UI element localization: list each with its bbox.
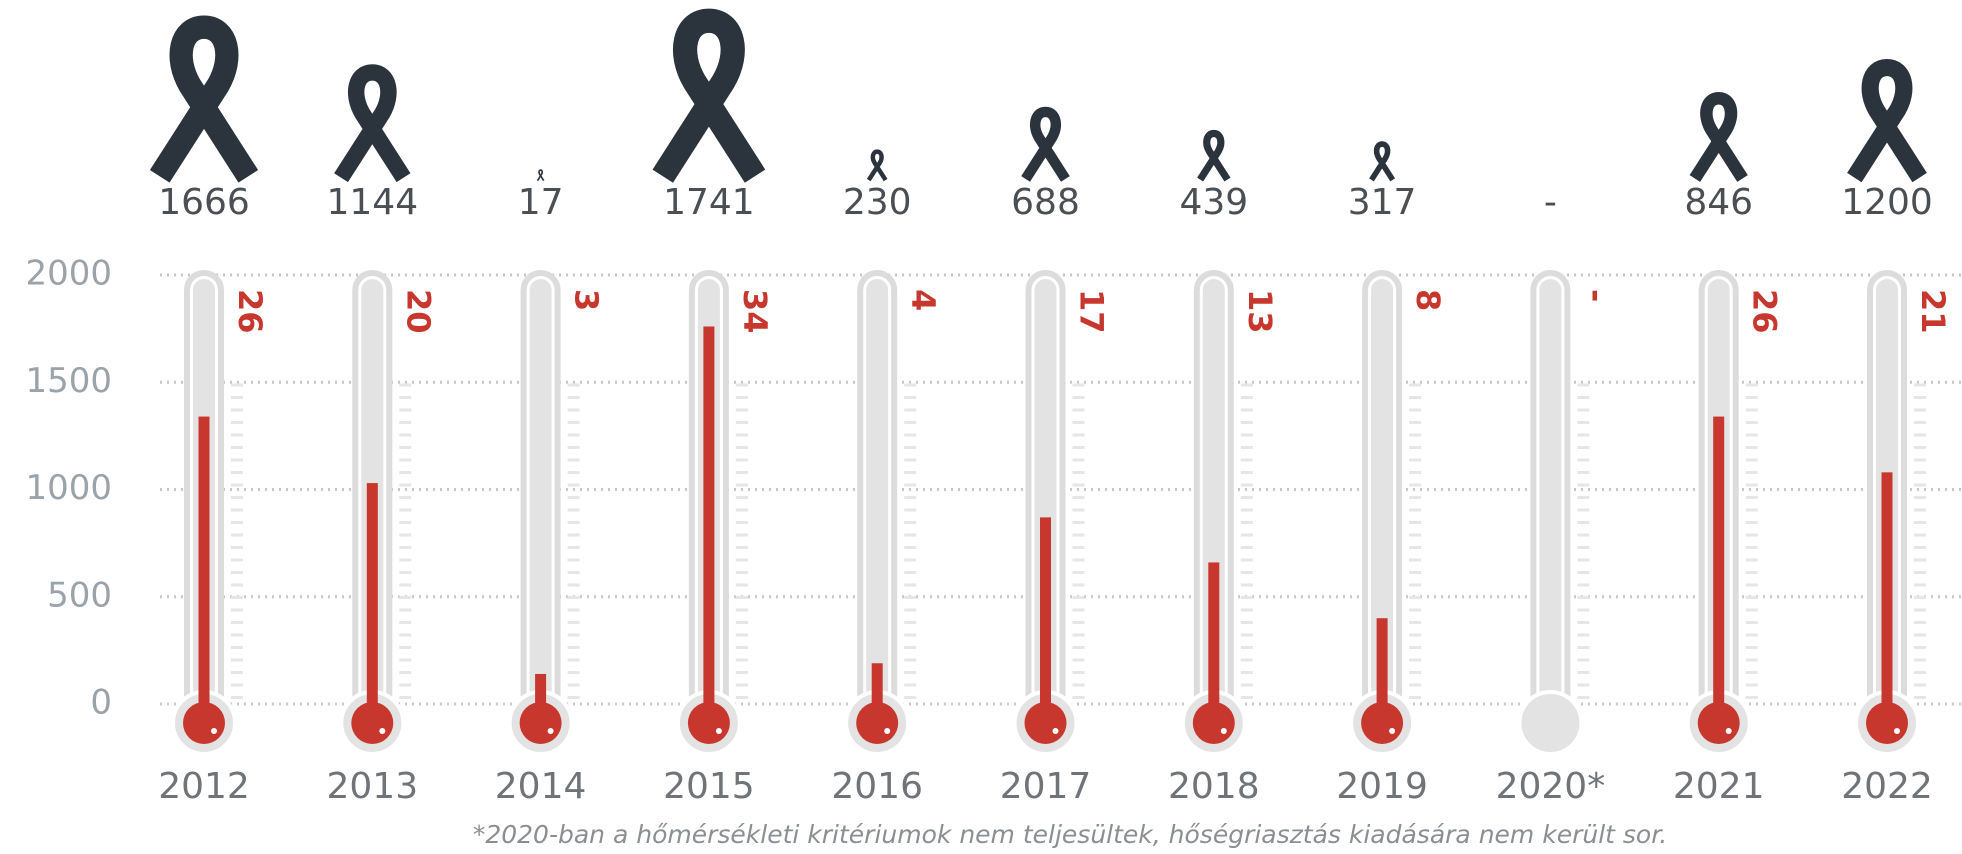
y-tick-label: 1000 — [25, 468, 112, 508]
bar — [198, 416, 210, 714]
bar — [1713, 416, 1725, 714]
days-label: 20 — [399, 289, 437, 334]
tube — [866, 279, 889, 708]
bulb-shine — [1725, 728, 1732, 734]
bulb — [183, 702, 225, 744]
days-label: 21 — [1914, 289, 1952, 334]
bar — [1040, 517, 1051, 714]
bar — [1208, 562, 1220, 714]
ribbon-group — [1021, 106, 1070, 182]
ribbon-group — [1847, 59, 1927, 183]
tube — [529, 279, 552, 708]
ribbon-group — [1369, 141, 1396, 182]
x-tick-label: 2013 — [326, 766, 418, 807]
deaths-label: - — [1544, 182, 1557, 223]
ribbon — [334, 64, 411, 183]
y-tick-label: 2000 — [25, 254, 112, 294]
deaths-label: 317 — [1348, 182, 1417, 223]
ribbon-group — [149, 15, 259, 183]
x-tick-label: 2015 — [663, 766, 755, 807]
ribbon — [536, 169, 545, 182]
days-label: 3 — [568, 289, 606, 311]
bar — [366, 483, 378, 714]
ribbon — [1021, 106, 1070, 182]
x-tick-label: 2021 — [1673, 766, 1765, 807]
deaths-label: 17 — [518, 182, 564, 223]
ribbon — [1689, 91, 1748, 182]
bulb — [1024, 702, 1067, 744]
bulb-shine — [1220, 728, 1227, 734]
ribbon-group — [1197, 129, 1231, 182]
bulb — [1361, 702, 1404, 744]
ribbon — [1369, 141, 1396, 182]
bulb — [351, 702, 394, 744]
bar — [535, 673, 547, 714]
bulb-shine — [1894, 728, 1900, 734]
ribbon — [652, 8, 766, 183]
bulb — [1697, 702, 1740, 744]
ribbon — [1847, 59, 1927, 183]
bulb — [1866, 702, 1908, 744]
tube — [1371, 279, 1394, 708]
deaths-label: 1200 — [1841, 182, 1933, 223]
bulb-shine — [1389, 728, 1396, 734]
days-label: 26 — [1746, 289, 1784, 334]
y-tick-label: 500 — [47, 575, 112, 615]
ribbon — [866, 149, 888, 182]
ribbon-group — [1689, 91, 1748, 182]
bulb-shine — [547, 728, 554, 734]
ribbon-group — [866, 149, 888, 182]
y-tick-label: 0 — [90, 683, 112, 723]
x-tick-label: 2018 — [1168, 766, 1260, 807]
days-label: 8 — [1409, 289, 1447, 311]
bulb-shine — [379, 728, 386, 734]
bulb — [687, 702, 730, 744]
ribbon-group — [652, 8, 766, 183]
bulb-shine — [715, 728, 722, 734]
deaths-label: 1741 — [663, 182, 755, 223]
days-label: 34 — [736, 289, 774, 334]
deaths-label: 1144 — [326, 182, 418, 223]
bar — [703, 326, 715, 714]
ribbon-group — [334, 64, 411, 183]
days-label: 13 — [1241, 289, 1279, 334]
x-tick-label: 2016 — [831, 766, 923, 807]
ribbon — [149, 15, 259, 183]
x-tick-label: 2017 — [1000, 766, 1092, 807]
days-label: - — [1577, 289, 1615, 302]
bar — [1376, 618, 1388, 714]
bulb-shine — [1052, 728, 1059, 734]
x-tick-label: 2012 — [158, 766, 250, 807]
x-tick-label: 2019 — [1336, 766, 1428, 807]
ribbon-group — [536, 169, 545, 182]
days-label: 17 — [1073, 289, 1111, 334]
ribbon — [1197, 129, 1231, 182]
bar — [1881, 472, 1893, 714]
days-label: 26 — [231, 289, 269, 334]
deaths-label: 439 — [1179, 182, 1248, 223]
deaths-label: 688 — [1011, 182, 1080, 223]
x-tick-label: 2020* — [1496, 766, 1606, 807]
x-tick-label: 2014 — [495, 766, 587, 807]
bulb-shine — [211, 728, 217, 734]
days-label: 4 — [904, 289, 942, 311]
deaths-label: 846 — [1684, 182, 1753, 223]
bulb — [1192, 702, 1235, 744]
footnote: *2020-ban a hőmérsékleti kritériumok nem… — [473, 820, 1667, 849]
deaths-label: 1666 — [158, 182, 250, 223]
bulb-shine — [884, 728, 891, 734]
bar — [871, 663, 883, 714]
bulb — [856, 702, 899, 744]
x-tick-label: 2022 — [1841, 766, 1933, 807]
bulb — [1529, 702, 1572, 744]
y-tick-label: 1500 — [25, 361, 112, 401]
deaths-label: 230 — [843, 182, 912, 223]
bulb — [519, 702, 562, 744]
tube — [1539, 279, 1562, 708]
